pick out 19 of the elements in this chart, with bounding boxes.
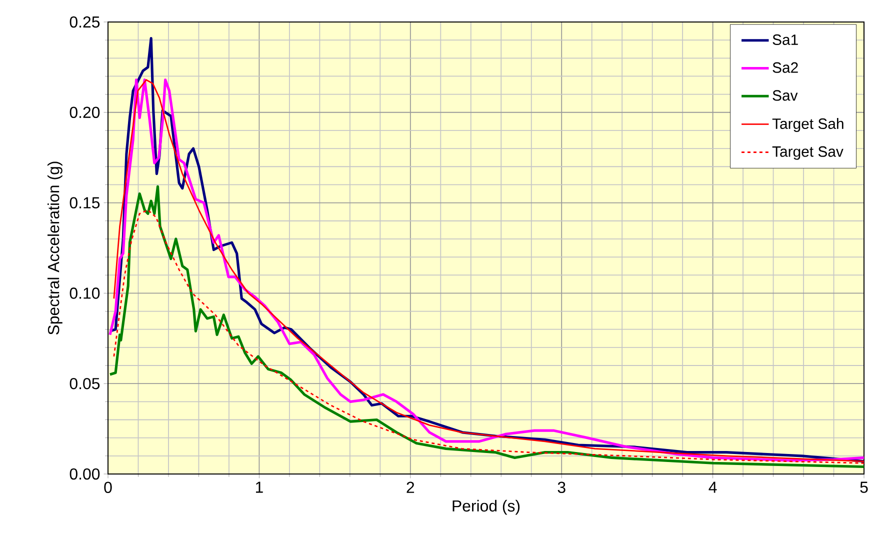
y-tick-label: 0.00 <box>70 468 100 480</box>
y-tick-label: 0.05 <box>70 378 100 390</box>
legend-label: Sav <box>772 90 798 101</box>
y-tick-label: 0.10 <box>70 288 100 299</box>
x-tick-label: 5 <box>860 482 868 493</box>
legend-label: Target Sav <box>772 146 844 160</box>
y-tick-label: 0.25 <box>70 16 100 28</box>
x-axis-title: Period (s) <box>452 500 520 515</box>
x-tick-label: 1 <box>256 482 263 493</box>
x-tick-label: 3 <box>558 482 566 494</box>
x-tick-label: 2 <box>406 482 414 493</box>
legend-label: Sa2 <box>772 62 798 73</box>
legend-label: Target Sah <box>772 118 844 132</box>
x-tick-label: 0 <box>104 482 112 494</box>
y-tick-label: 0.15 <box>70 197 100 208</box>
x-tick-label: 4 <box>708 482 717 493</box>
legend-label: Sa1 <box>772 34 798 45</box>
y-axis-title: Spectral Acceleration (g) <box>48 162 62 335</box>
y-tick-label: 0.20 <box>70 106 100 118</box>
